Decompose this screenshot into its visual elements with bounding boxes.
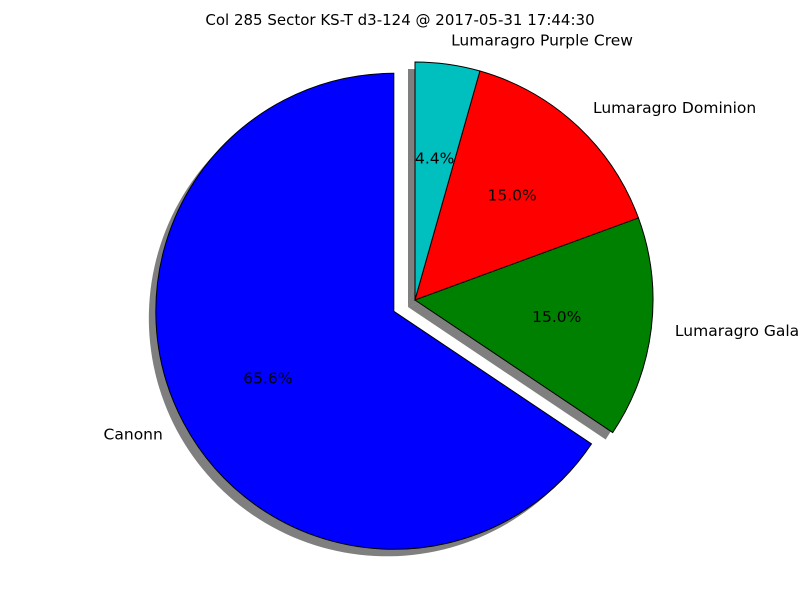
pie-slice-lumaragro-dominion [414, 70, 640, 301]
percent-label-lumaragro-galactic: 15.0% [532, 308, 581, 326]
slice-label-canonn: Canonn [104, 426, 163, 444]
slice-label-lumaragro-dominion: Lumaragro Dominion [593, 99, 756, 117]
pie-slice-lumaragro-galactic [413, 217, 654, 434]
pie-slice-canonn [155, 72, 593, 550]
chart-title: Col 285 Sector KS-T d3-124 @ 2017-05-31 … [205, 11, 594, 29]
slice-label-lumaragro-purple-crew: Lumaragro Purple Crew [451, 32, 633, 50]
percent-label-lumaragro-purple-crew: 4.4% [415, 150, 454, 168]
slices-group [155, 61, 654, 550]
percent-label-lumaragro-dominion: 15.0% [487, 186, 536, 204]
labels-group: 4.4% Lumaragro Purple Crew 15.0% Lumaragro … [104, 32, 800, 444]
slice-label-lumaragro-galactic: Lumaragro Galactic [675, 322, 800, 340]
percent-label-canonn: 65.6% [243, 370, 292, 388]
